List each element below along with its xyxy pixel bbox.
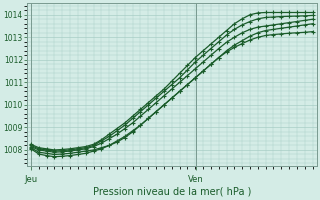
X-axis label: Pression niveau de la mer( hPa ): Pression niveau de la mer( hPa ) (92, 187, 251, 197)
